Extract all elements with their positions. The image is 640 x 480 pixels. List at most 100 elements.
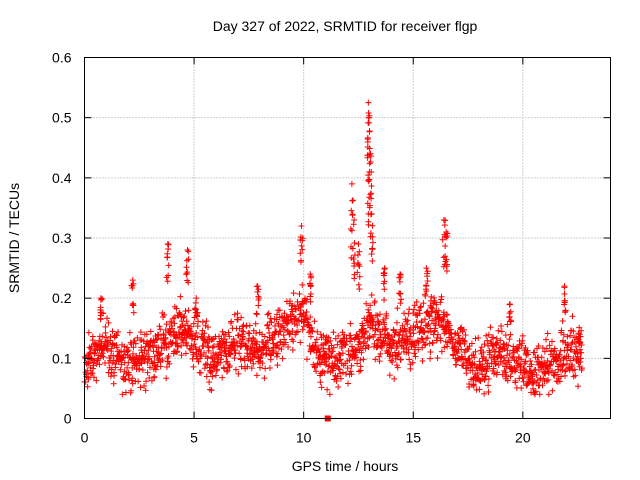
data-point [398,296,405,303]
data-point [113,344,120,351]
data-point [110,380,117,387]
data-point [387,341,394,348]
data-point [554,356,561,363]
data-point [507,331,514,338]
data-point [351,275,358,282]
data-point [109,328,116,335]
data-point [351,240,358,247]
data-point [504,347,511,354]
data-point [231,311,238,318]
data-point [369,246,376,253]
data-point [357,363,364,370]
data-point [188,323,195,330]
data-point [110,357,117,364]
data-point [273,316,280,323]
data-point [323,351,330,358]
data-point [151,373,158,380]
data-point [443,228,450,235]
data-point [368,210,375,217]
data-point [335,350,342,357]
data-point [107,373,114,380]
data-point [276,307,283,314]
data-point [423,283,430,290]
data-point [137,359,144,366]
data-point [565,342,572,349]
data-point [226,362,233,369]
data-point [194,334,201,341]
data-point [427,355,434,362]
data-point [394,364,401,371]
data-point [183,271,190,278]
data-point [365,99,372,106]
data-point [296,290,303,297]
data-point [495,327,502,334]
data-point [125,359,132,366]
data-point [569,361,576,368]
data-point [382,325,389,332]
data-point [184,322,191,329]
data-point [344,365,351,372]
data-point [208,354,215,361]
y-tick-label: 0.3 [52,230,72,246]
data-point [562,297,569,304]
data-point [443,256,450,263]
data-point [261,375,268,382]
data-point [253,338,260,345]
data-point [354,360,361,367]
data-point [322,355,329,362]
data-point [383,312,390,319]
data-point [93,377,100,384]
data-point [210,349,217,356]
data-point [279,355,286,362]
data-point [444,343,451,350]
data-point [381,286,388,293]
data-point [334,341,341,348]
data-point [156,351,163,358]
data-point [539,382,546,389]
data-point [207,369,214,376]
data-point [544,330,551,337]
data-point [380,280,387,287]
data-point [287,298,294,305]
data-point [540,375,547,382]
data-point [554,371,561,378]
data-point [376,311,383,318]
data-point [163,274,170,281]
data-point [100,353,107,360]
data-point [536,391,543,398]
data-point [472,371,479,378]
data-point [88,356,95,363]
data-point [201,365,208,372]
data-point [176,324,183,331]
data-point [178,352,185,359]
data-point [518,385,525,392]
data-point [410,306,417,313]
data-point [506,350,513,357]
data-point [480,353,487,360]
data-point [494,369,501,376]
data-point [138,344,145,351]
y-axis-label: SRMTID / TECUs [6,183,22,293]
data-point [490,370,497,377]
data-point [318,384,325,391]
data-point [320,345,327,352]
data-point [174,348,181,355]
data-point [346,338,353,345]
y-tick-label: 0.1 [52,350,72,366]
data-point [235,332,242,339]
data-point [440,216,447,223]
data-point [368,195,375,202]
data-point [505,342,512,349]
data-point [246,322,253,329]
data-point [294,322,301,329]
data-point [519,337,526,344]
data-point [255,302,262,309]
data-point [84,367,91,374]
data-point [332,354,339,361]
data-point [365,344,372,351]
data-point [576,331,583,338]
data-point [563,360,570,367]
data-point [254,288,261,295]
data-point [285,317,292,324]
data-point [137,329,144,336]
